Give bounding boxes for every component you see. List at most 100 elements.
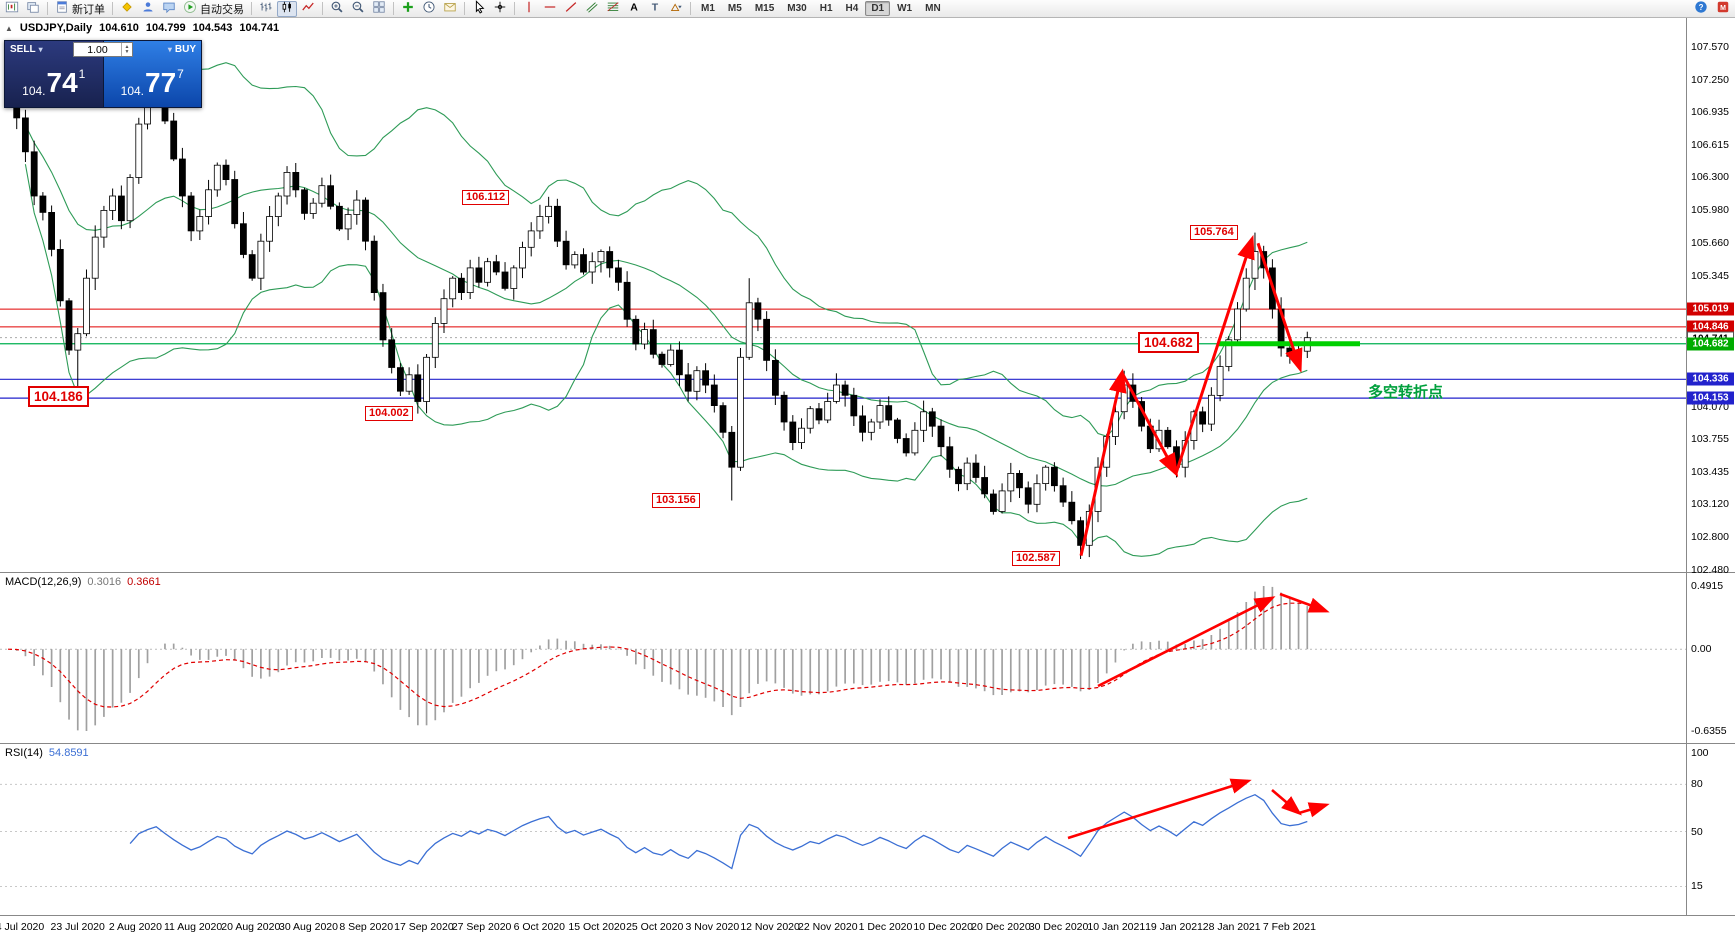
price-axis-badge: 104.682 — [1687, 337, 1734, 351]
toolbar-help-button[interactable]: ? — [1691, 1, 1711, 17]
toolbar-crosshair-button[interactable] — [490, 1, 510, 17]
timeframe-D1[interactable]: D1 — [865, 1, 891, 16]
macd-trend-arrow[interactable] — [1097, 596, 1276, 688]
timeframe-M15[interactable]: M15 — [754, 3, 775, 14]
bull-candle — [798, 427, 805, 444]
toolbar-line-chart-button[interactable] — [298, 1, 318, 17]
toolbar-shapes-button[interactable] — [666, 1, 686, 17]
quote-open: 104.610 — [99, 22, 139, 34]
bull-candle — [824, 401, 832, 421]
bull-candle — [527, 230, 535, 248]
toolbar-chart-profiles-button[interactable] — [23, 1, 43, 17]
trend-arrow[interactable] — [1256, 242, 1303, 373]
bollinger-middle-band[interactable] — [24, 124, 1308, 487]
timeframe-M1[interactable]: M1 — [701, 3, 715, 14]
price-axis-label: 102.480 — [1691, 564, 1729, 576]
toolbar-separator — [393, 2, 394, 15]
bear-candle — [21, 117, 29, 153]
toolbar-separator — [112, 2, 113, 15]
time-axis-label: 27 Sep 2020 — [451, 921, 512, 933]
bollinger-upper-band[interactable] — [24, 41, 1308, 437]
toolbar-tile-windows-button[interactable] — [369, 1, 389, 17]
caret-down-icon: ▾ — [38, 45, 43, 54]
time-axis-label: 22 Nov 2020 — [798, 921, 858, 933]
timeframe-M5[interactable]: M5 — [727, 3, 742, 14]
bull-candle — [963, 462, 971, 485]
bear-candle — [632, 318, 640, 345]
toolbar-community-button[interactable] — [138, 1, 158, 17]
rsi-name: RSI(14) — [5, 747, 43, 759]
bear-candle — [859, 415, 866, 433]
toolbar-bars-chart-button[interactable] — [256, 1, 276, 17]
toolbar-mql-diamond-button[interactable] — [117, 1, 137, 17]
toolbar-periods-clock-button[interactable] — [419, 1, 439, 17]
quote-high: 104.799 — [145, 22, 186, 34]
bull-candle — [135, 123, 143, 178]
bear-candle — [327, 185, 335, 207]
spinner-down-icon[interactable]: ▼ — [124, 48, 130, 55]
timeframe-W1[interactable]: W1 — [897, 3, 913, 14]
toolbar-indicators-add-button[interactable] — [398, 1, 418, 17]
price-annotation-label[interactable]: 104.186 — [28, 386, 89, 407]
price-annotation-label[interactable]: 102.587 — [1012, 551, 1060, 566]
trend-arrow[interactable] — [1079, 368, 1127, 556]
price-annotation-label[interactable]: 105.764 — [1190, 225, 1238, 240]
rsi-trend-arrow[interactable] — [1271, 789, 1302, 816]
time-axis-label: 30 Dec 2020 — [1028, 921, 1089, 933]
toolbar-chat-button[interactable] — [159, 1, 179, 17]
bull-candle — [920, 411, 927, 431]
spinner-up-icon[interactable]: ▲ — [124, 43, 130, 50]
bull-candle — [318, 185, 326, 204]
timeframe-MN[interactable]: MN — [925, 3, 941, 14]
toolbar-mql-logo-button[interactable]: M — [1713, 1, 1733, 17]
time-axis-label: 23 Jul 2020 — [50, 921, 105, 933]
price-annotation-label[interactable]: 104.682 — [1138, 332, 1199, 353]
toolbar-text-button[interactable]: A — [624, 1, 644, 17]
bull-candle — [998, 490, 1006, 512]
toolbar-zoom-out-button[interactable] — [348, 1, 368, 17]
toolbar-label-button[interactable]: T — [645, 1, 665, 17]
new-chart-icon — [5, 0, 19, 17]
quote-close: 104.741 — [239, 22, 280, 34]
price-annotation-label[interactable]: 104.002 — [365, 406, 413, 421]
timeframe-H4[interactable]: H4 — [845, 3, 859, 14]
toolbar-candles-chart-button[interactable] — [277, 0, 297, 17]
volume-spinner[interactable]: ▲ ▼ — [121, 43, 132, 56]
volume-input[interactable]: 1.00 ▲ ▼ — [73, 42, 133, 57]
toolbar-autotrading-button[interactable]: 自动交易 — [180, 1, 247, 17]
toolbar-fibonacci-button[interactable] — [603, 1, 623, 17]
bear-candle — [850, 394, 858, 417]
toolbar-vertical-line-button[interactable] — [519, 1, 539, 17]
toolbar-cursor-button[interactable] — [469, 0, 489, 17]
bull-candle — [109, 195, 116, 211]
trend-arrow[interactable] — [1120, 372, 1179, 478]
bear-candle — [780, 394, 788, 423]
bull-candle — [1042, 466, 1050, 485]
toolbar-new-chart-button[interactable] — [2, 1, 22, 17]
macd-axis-label: -0.6355 — [1691, 725, 1727, 737]
toolbar-templates-button[interactable] — [440, 1, 460, 17]
toolbar-new-order-button[interactable]: 新订单 — [52, 1, 108, 17]
bear-candle — [1016, 472, 1023, 489]
toolbar-trendline-button[interactable] — [561, 1, 581, 17]
macd-histogram — [15, 586, 1309, 731]
toolbar-zoom-in-button[interactable] — [327, 1, 347, 17]
trend-note-text[interactable]: 多空转折点 — [1368, 384, 1444, 401]
trend-arrow[interactable] — [1174, 234, 1255, 474]
toolbar-horizontal-line-button[interactable] — [540, 1, 560, 17]
macd-axis-label: 0.00 — [1691, 643, 1712, 656]
indicators-add-icon — [401, 0, 415, 17]
collapse-panel-icon[interactable]: ▲ — [5, 23, 13, 33]
rsi-trend-arrow[interactable] — [1298, 802, 1330, 818]
timeframe-H1[interactable]: H1 — [819, 3, 833, 14]
price-annotation-label[interactable]: 103.156 — [652, 493, 700, 508]
bull-candle — [196, 216, 204, 232]
macd-trend-arrow[interactable] — [1279, 592, 1330, 613]
macd-name: MACD(12,26,9) — [5, 576, 82, 588]
price-annotation-label[interactable]: 106.112 — [462, 190, 510, 205]
rsi-trend-arrow[interactable] — [1067, 778, 1252, 840]
bollinger-lower-band[interactable] — [24, 164, 1308, 557]
timeframe-M30[interactable]: M30 — [787, 3, 807, 14]
toolbar-channel-button[interactable] — [582, 1, 602, 17]
